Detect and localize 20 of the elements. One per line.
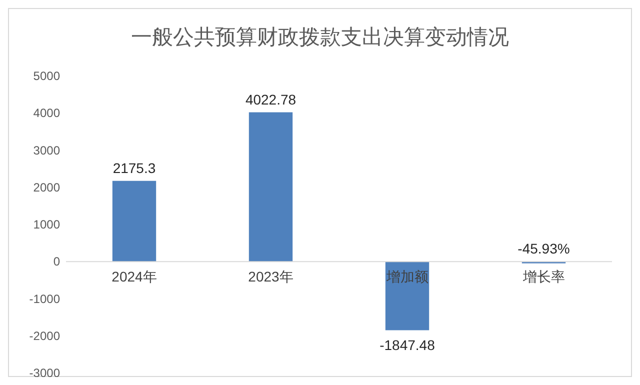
chart-title: 一般公共预算财政拨款支出决算变动情况 bbox=[131, 25, 509, 49]
data-label: -1847.48 bbox=[380, 337, 436, 354]
bar bbox=[112, 180, 156, 262]
data-label: 2175.3 bbox=[112, 160, 156, 176]
data-label: -45.93% bbox=[518, 240, 570, 257]
y-tick-label: 0 bbox=[53, 254, 60, 269]
y-tick-label: 4000 bbox=[33, 106, 60, 120]
y-tick-label: 5000 bbox=[33, 69, 60, 83]
y-tick-label: -3000 bbox=[29, 366, 60, 380]
x-tick-label: 2024年 bbox=[112, 268, 157, 285]
x-tick-label: 增加额 bbox=[385, 268, 428, 285]
y-tick-label: 3000 bbox=[33, 143, 60, 158]
y-tick-label: -2000 bbox=[29, 328, 60, 343]
x-tick-label: 增长率 bbox=[522, 268, 565, 285]
y-tick-label: -1000 bbox=[29, 292, 60, 306]
y-tick-label: 1000 bbox=[33, 218, 60, 232]
x-tick-label: 2023年 bbox=[248, 268, 294, 285]
y-tick-label: 2000 bbox=[33, 180, 60, 194]
data-label: 4022.78 bbox=[245, 91, 296, 108]
bar bbox=[248, 112, 293, 262]
